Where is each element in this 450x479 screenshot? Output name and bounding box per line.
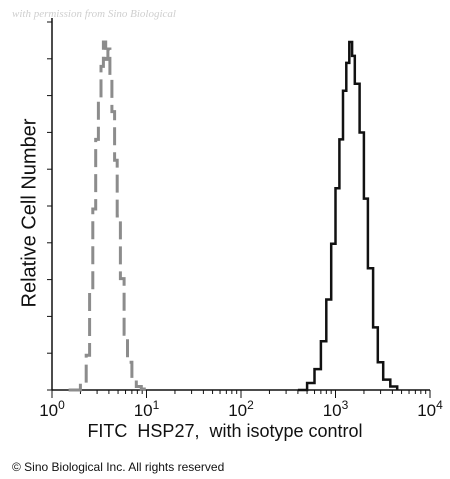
histogram-series	[68, 40, 399, 392]
x-tick-label: 103	[323, 398, 349, 420]
copyright-notice: © Sino Biological Inc. All rights reserv…	[12, 460, 225, 474]
x-axis-label: FITC HSP27, with isotype control	[87, 421, 363, 441]
watermark-text: with permission from Sino Biological	[12, 8, 176, 20]
hsp27-series	[297, 40, 399, 392]
x-tick-label: 102	[228, 398, 254, 420]
x-axis-tick-labels: 100 101 102 103 104	[39, 398, 443, 420]
y-axis-label-text: Relative Cell Number	[18, 118, 41, 308]
x-tick-label: 101	[134, 398, 160, 420]
x-tick-label: 104	[417, 398, 443, 420]
y-axis-ticks	[47, 21, 52, 391]
isotype-control-series	[68, 40, 148, 392]
x-axis-ticks	[51, 390, 431, 398]
x-tick-label: 100	[39, 398, 65, 420]
